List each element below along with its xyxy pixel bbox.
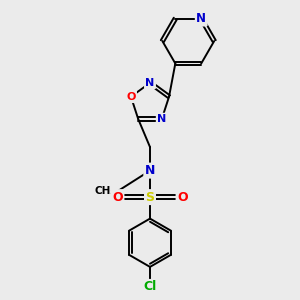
Text: N: N (145, 164, 155, 177)
Text: CH₃: CH₃ (94, 186, 115, 196)
Text: O: O (126, 92, 136, 102)
Text: N: N (157, 114, 167, 124)
Text: Cl: Cl (143, 280, 157, 293)
Text: O: O (177, 190, 188, 204)
Text: N: N (146, 78, 154, 88)
Text: O: O (112, 190, 123, 204)
Text: S: S (146, 190, 154, 204)
Text: N: N (196, 12, 206, 25)
